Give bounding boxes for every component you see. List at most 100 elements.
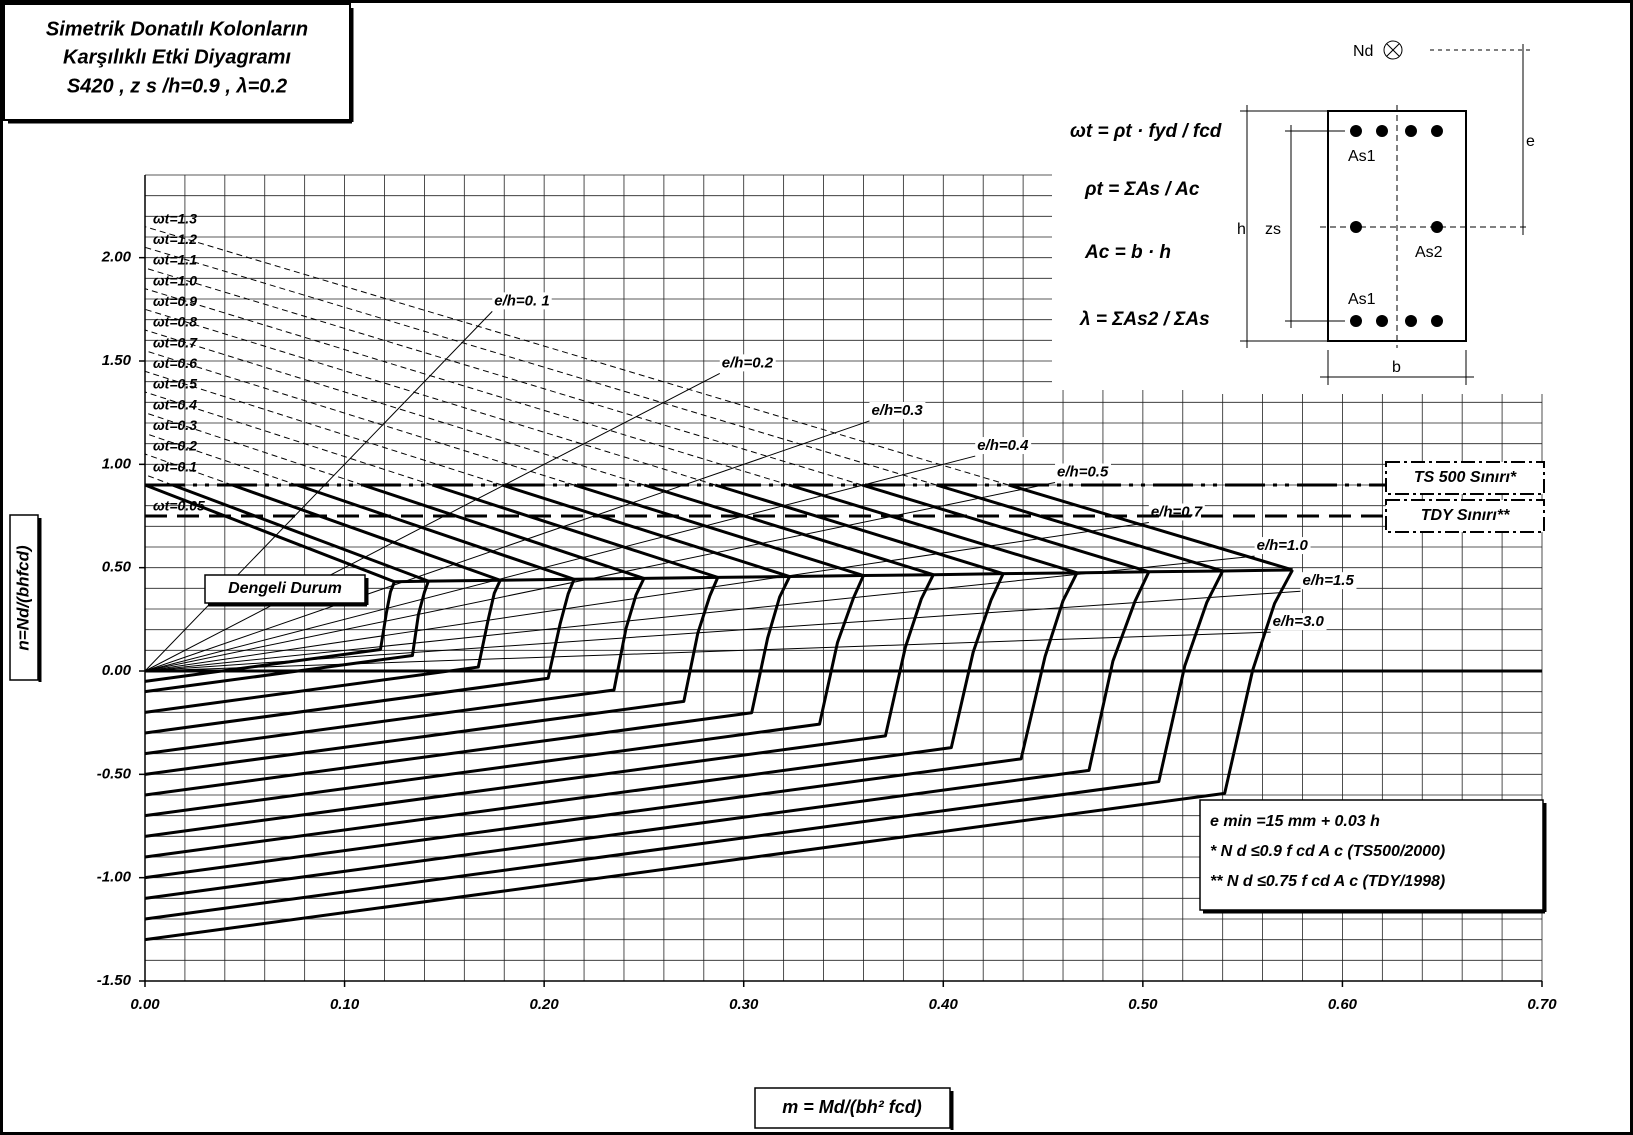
omega-curve-compression — [362, 483, 645, 580]
eh-label: e/h=0.3 — [871, 402, 923, 419]
omega-label: ωt=0.6 — [153, 355, 197, 371]
eh-label: e/h=0.5 — [1057, 463, 1109, 480]
omega-curve — [144, 577, 646, 756]
omega-curve-compression — [431, 483, 719, 579]
note: ** N d ≤0.75 f cd A c (TDY/1998) — [1210, 873, 1445, 890]
y-axis-label: n=Nd/(bhfcd) — [13, 545, 32, 651]
y-tick-label: 0.00 — [102, 662, 132, 679]
omega-curve-compression — [501, 483, 791, 578]
section-label: b — [1392, 359, 1401, 376]
omega-curve-dashed — [144, 453, 233, 486]
omega-label: ωt=0.9 — [153, 293, 197, 309]
omega-curve-dashed — [144, 432, 298, 486]
eh-label-bg — [492, 292, 552, 310]
omega-curve-dashed — [144, 412, 363, 486]
eh-line — [144, 522, 1149, 672]
omega-curve-compression — [861, 483, 1150, 574]
omega-label: ωt=0.2 — [153, 438, 197, 454]
omega-curve-compression — [714, 483, 1004, 576]
omega-label: ωt=0.5 — [153, 376, 197, 392]
section-label: e — [1526, 133, 1535, 150]
omega-curve — [144, 570, 1225, 921]
omega-label: ωt=1.2 — [153, 231, 197, 247]
x-label-box — [754, 1087, 951, 1129]
x-tick-label: 0.20 — [530, 996, 560, 1013]
x-tick-label: 0.00 — [130, 996, 160, 1013]
y-tick-label: 2.00 — [101, 249, 132, 266]
omega-curve — [144, 576, 720, 776]
omega-curve-dashed — [144, 370, 503, 486]
omega-curve-compression — [144, 483, 396, 584]
eh-label-bg — [975, 437, 1032, 455]
eh-label: e/h=0.7 — [1151, 503, 1203, 520]
ref-label: TS 500 Sınırı* — [1414, 469, 1517, 486]
omega-curve — [144, 571, 1151, 900]
eh-line — [144, 372, 720, 672]
omega-curve-dashed — [144, 350, 575, 486]
eh-line — [144, 420, 870, 672]
omega-curve — [144, 573, 1005, 859]
omega-curve — [144, 575, 791, 797]
title-line: Simetrik Donatılı Kolonların — [46, 18, 308, 40]
eh-label-bg — [1055, 463, 1111, 481]
y-tick-label: -1.00 — [97, 869, 132, 886]
title-box — [3, 3, 351, 121]
eh-label-bg — [1270, 613, 1327, 631]
omega-curve-dashed — [144, 246, 937, 486]
x-tick-label: 0.10 — [330, 996, 360, 1013]
x-tick-label: 0.60 — [1328, 996, 1358, 1013]
formula: λ = ΣAs2 / ΣAs — [1079, 309, 1210, 330]
eh-line — [144, 455, 976, 672]
x-tick-label: 0.30 — [729, 996, 759, 1013]
note: e min =15 mm + 0.03 h — [1210, 813, 1380, 830]
eh-label-bg — [869, 401, 926, 419]
omega-curve-compression — [788, 483, 1078, 575]
eh-label-bg — [1254, 537, 1311, 555]
formula: ρt = ΣAs / Ac — [1084, 179, 1200, 200]
marks: 0.00 0.10 0.20 0.30 0.40 0.50 0.60 0.70 -1.50 -1.… — [97, 175, 1557, 1013]
ref-label: TDY Sınırı** — [1421, 507, 1510, 524]
eh-label: e/h=0. 1 — [494, 292, 549, 309]
y-label-box — [9, 514, 39, 681]
x-tick-label: 0.70 — [1527, 996, 1557, 1013]
omega-curve-compression — [935, 483, 1224, 573]
formula: Ac = b · h — [1084, 242, 1171, 263]
omega-curve-dashed — [144, 474, 173, 486]
omega-curve-compression — [643, 483, 934, 577]
x-axis-label: m = Md/(bh² fcd) — [782, 1097, 921, 1117]
section-label: As2 — [1415, 244, 1443, 261]
title-line: S420 , z s /h=0.9 , λ=0.2 — [67, 75, 287, 97]
ref-label-box — [1385, 461, 1545, 495]
eh-label: e/h=1.5 — [1303, 572, 1355, 589]
formula: ωt = ρt · fyd / fcd — [1070, 121, 1222, 142]
omega-curve — [144, 574, 865, 818]
y-tick-label: 1.00 — [102, 455, 132, 472]
omega-label: ωt=0.8 — [153, 314, 197, 330]
balanced-line — [394, 568, 1293, 584]
ref-label-box — [1385, 499, 1545, 533]
omega-curve-dashed — [144, 267, 863, 486]
section-label: h — [1237, 221, 1246, 238]
y-tick-label: 1.50 — [102, 352, 132, 369]
eh-line — [144, 482, 1056, 672]
eh-label-bg — [1300, 572, 1357, 590]
eh-label: e/h=3.0 — [1273, 613, 1325, 630]
y-tick-label: -0.50 — [97, 765, 132, 782]
eh-label: e/h=1.0 — [1257, 537, 1309, 554]
eh-label: e/h=0.4 — [977, 437, 1029, 454]
omega-curve-dashed — [144, 226, 1009, 486]
omega-label: ωt=0.7 — [153, 334, 198, 350]
rebars — [1350, 125, 1443, 327]
omega-curve — [144, 579, 502, 714]
omega-label: ωt=0.3 — [153, 417, 197, 433]
note: * N d ≤0.9 f cd A c (TS500/2000) — [1210, 843, 1445, 860]
omega-label: ωt=0.05 — [153, 498, 205, 514]
section-label: As1 — [1348, 148, 1376, 165]
omega-curve-dashed — [144, 391, 433, 486]
omega-curve — [144, 581, 396, 683]
formula-area-right — [1220, 168, 1546, 394]
eh-label: e/h=0.2 — [722, 354, 774, 371]
x-tick-label: 0.50 — [1128, 996, 1158, 1013]
